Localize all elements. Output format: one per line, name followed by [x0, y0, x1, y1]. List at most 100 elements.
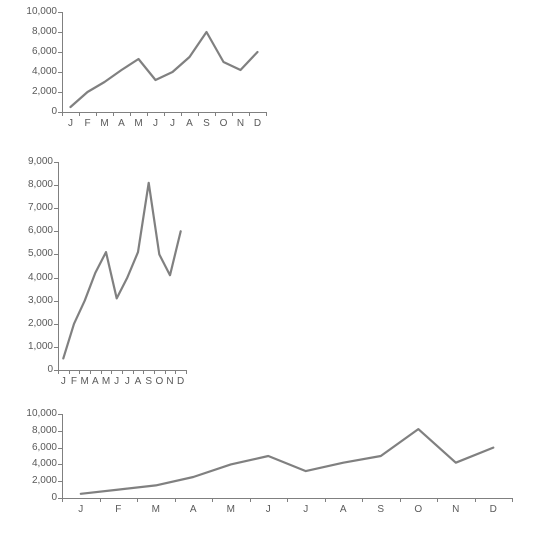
y-tick-mark: [58, 12, 62, 13]
line-series: [58, 162, 186, 370]
x-tick-mark: [62, 112, 63, 116]
x-tick-label: M: [130, 118, 147, 129]
x-tick-mark: [122, 370, 123, 374]
x-tick-mark: [62, 498, 63, 502]
y-tick-mark: [54, 347, 58, 348]
x-tick-mark: [100, 498, 101, 502]
y-tick-label: 2,000: [32, 86, 57, 97]
x-tick-label: A: [133, 376, 144, 387]
x-tick-mark: [250, 498, 251, 502]
x-tick-label: J: [250, 504, 288, 515]
x-tick-mark: [181, 112, 182, 116]
y-tick-label: 7,000: [28, 202, 53, 213]
line-series: [62, 414, 512, 498]
y-tick-label: 2,000: [32, 475, 57, 486]
x-tick-label: A: [175, 504, 213, 515]
x-tick-mark: [165, 370, 166, 374]
y-tick-label: 0: [51, 492, 57, 503]
y-tick-label: 8,000: [32, 425, 57, 436]
x-tick-mark: [437, 498, 438, 502]
line-series: [62, 12, 266, 112]
y-tick-label: 10,000: [26, 6, 57, 17]
y-tick-mark: [54, 278, 58, 279]
x-tick-label: J: [111, 376, 122, 387]
x-tick-mark: [249, 112, 250, 116]
x-tick-label: J: [147, 118, 164, 129]
y-tick-mark: [58, 464, 62, 465]
x-tick-mark: [266, 112, 267, 116]
y-tick-mark: [58, 414, 62, 415]
x-tick-mark: [113, 112, 114, 116]
x-tick-label: A: [181, 118, 198, 129]
plot-area: 02,0004,0006,0008,00010,000JFMAMJJASOND: [62, 12, 266, 112]
x-tick-mark: [111, 370, 112, 374]
x-tick-mark: [96, 112, 97, 116]
x-tick-mark: [130, 112, 131, 116]
y-tick-label: 6,000: [32, 46, 57, 57]
y-tick-label: 1,000: [28, 341, 53, 352]
y-tick-mark: [58, 481, 62, 482]
x-tick-mark: [287, 498, 288, 502]
y-tick-label: 3,000: [28, 295, 53, 306]
y-tick-mark: [58, 92, 62, 93]
x-tick-mark: [101, 370, 102, 374]
y-axis: [62, 12, 63, 112]
x-tick-mark: [175, 370, 176, 374]
x-tick-mark: [137, 498, 138, 502]
y-tick-label: 6,000: [32, 442, 57, 453]
x-tick-label: S: [198, 118, 215, 129]
y-axis: [58, 162, 59, 370]
y-tick-mark: [58, 431, 62, 432]
y-tick-mark: [58, 72, 62, 73]
chart-middle: 0 1,000 2,000 3,000 4,000 5,000 6,000 7,000 8,00…: [14, 156, 198, 394]
x-tick-mark: [69, 370, 70, 374]
x-tick-mark: [212, 498, 213, 502]
x-tick-mark: [164, 112, 165, 116]
page: 02,0004,0006,0008,00010,000JFMAMJJASOND …: [0, 0, 535, 539]
x-tick-label: S: [143, 376, 154, 387]
chart-top: 02,0004,0006,0008,00010,000JFMAMJJASOND: [14, 8, 272, 136]
x-tick-mark: [79, 112, 80, 116]
y-tick-mark: [54, 254, 58, 255]
y-tick-label: 8,000: [32, 26, 57, 37]
x-tick-mark: [362, 498, 363, 502]
x-tick-mark: [154, 370, 155, 374]
y-axis: [62, 414, 63, 498]
plot-area: 02,0004,0006,0008,00010,000JFMAMJJASOND: [62, 414, 512, 498]
x-tick-mark: [186, 370, 187, 374]
y-tick-mark: [54, 324, 58, 325]
x-tick-mark: [512, 498, 513, 502]
x-tick-label: A: [90, 376, 101, 387]
x-tick-label: D: [175, 376, 186, 387]
x-tick-label: N: [165, 376, 176, 387]
y-tick-mark: [58, 32, 62, 33]
x-tick-label: D: [475, 504, 513, 515]
y-tick-mark: [54, 301, 58, 302]
y-tick-label: 8,000: [28, 179, 53, 190]
x-tick-label: O: [400, 504, 438, 515]
x-tick-mark: [143, 370, 144, 374]
y-tick-label: 0: [47, 364, 53, 375]
y-tick-label: 4,000: [28, 272, 53, 283]
y-tick-label: 5,000: [28, 248, 53, 259]
x-tick-label: M: [96, 118, 113, 129]
x-tick-mark: [232, 112, 233, 116]
y-tick-mark: [54, 231, 58, 232]
x-tick-mark: [175, 498, 176, 502]
x-tick-label: D: [249, 118, 266, 129]
x-tick-mark: [133, 370, 134, 374]
y-tick-label: 4,000: [32, 458, 57, 469]
x-tick-label: F: [100, 504, 138, 515]
y-tick-label: 9,000: [28, 156, 53, 167]
y-tick-mark: [54, 185, 58, 186]
y-tick-label: 6,000: [28, 225, 53, 236]
x-tick-label: A: [113, 118, 130, 129]
y-tick-label: 0: [51, 106, 57, 117]
x-tick-label: O: [215, 118, 232, 129]
chart-bottom: 02,0004,0006,0008,00010,000JFMAMJJASOND: [14, 410, 520, 530]
x-tick-label: J: [62, 504, 100, 515]
y-tick-mark: [58, 52, 62, 53]
x-tick-label: M: [101, 376, 112, 387]
x-tick-label: A: [325, 504, 363, 515]
y-tick-label: 2,000: [28, 318, 53, 329]
